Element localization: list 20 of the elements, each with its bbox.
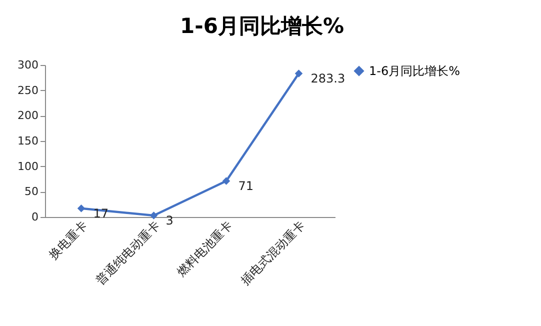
y-tick-label: 0 [32, 210, 38, 224]
data-label: 3 [166, 213, 174, 228]
data-label: 283.3 [310, 71, 346, 86]
y-tick-label: 100 [18, 160, 38, 173]
y-tick-label: 300 [18, 58, 38, 72]
legend-label: 1-6月同比增长% [369, 64, 460, 78]
y-tick-label: 150 [18, 134, 38, 148]
y-tick-label: 200 [18, 109, 38, 122]
point [294, 70, 303, 78]
y-tick-label: 50 [24, 185, 38, 198]
x-tick-label: 插电式混动重卡 [238, 218, 308, 288]
chart-title: 1-6月同比增长% [180, 14, 344, 38]
y-tick-label: 250 [18, 84, 38, 97]
x-tick-label: 燃料电池重卡 [174, 218, 236, 279]
point [222, 177, 230, 185]
point [77, 204, 86, 212]
x-tick-label: 换电重卡 [46, 218, 90, 262]
point [150, 212, 158, 220]
data-label: 71 [238, 179, 254, 194]
x-tick-label: 普通纯电动重卡 [93, 218, 163, 288]
